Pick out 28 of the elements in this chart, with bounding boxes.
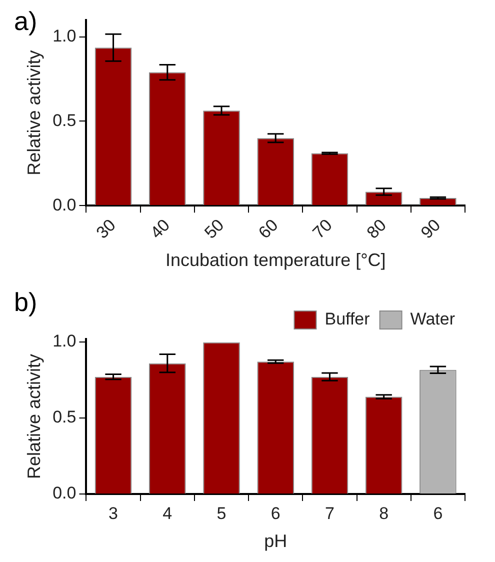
x-tick-label: 4	[162, 504, 172, 523]
y-tick-label: 1.0	[52, 332, 76, 351]
legend-label: Water	[410, 310, 456, 329]
y-tick-label: 0.0	[52, 195, 76, 214]
x-tick-label: 50	[200, 216, 228, 242]
x-tick-label: 40	[146, 216, 174, 242]
y-tick-label: 0.5	[52, 110, 76, 130]
chart-title: a)	[14, 6, 38, 37]
x-tick-label: 8	[379, 504, 389, 523]
y-axis-title: Relative activity	[24, 354, 44, 480]
y-axis-title: Relative activity	[24, 50, 44, 176]
x-axis-title: pH	[264, 531, 288, 552]
x-tick-label: 5	[216, 504, 226, 523]
x-tick-label: 90	[417, 216, 444, 242]
y-tick-label: 0.0	[52, 484, 76, 503]
x-axis-title: Incubation temperature [°C]	[165, 250, 386, 270]
x-tick-label: 7	[324, 504, 334, 523]
chart-title: b)	[14, 287, 38, 318]
x-tick-label: 70	[309, 216, 336, 242]
x-tick-label: 60	[254, 216, 282, 242]
x-tick-label: 80	[363, 216, 390, 242]
x-tick-label: 30	[92, 216, 120, 242]
x-tick-label: 6	[270, 504, 280, 523]
y-tick-label: 0.5	[52, 408, 76, 427]
x-tick-label: 6	[433, 504, 443, 523]
legend-label: Buffer	[324, 310, 370, 329]
x-tick-label: 3	[108, 504, 118, 523]
y-tick-label: 1.0	[52, 26, 76, 46]
